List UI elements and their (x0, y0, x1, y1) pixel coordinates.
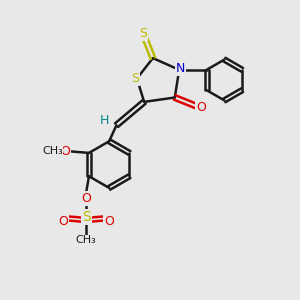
Text: O: O (81, 192, 91, 205)
Text: H: H (100, 114, 110, 127)
Text: CH₃: CH₃ (76, 236, 96, 245)
Text: O: O (60, 145, 70, 158)
Text: CH₃: CH₃ (42, 146, 63, 157)
Text: O: O (58, 215, 68, 228)
Text: O: O (196, 101, 206, 114)
Text: S: S (131, 72, 140, 85)
Text: S: S (139, 27, 147, 40)
Text: N: N (176, 62, 185, 75)
Text: S: S (82, 210, 90, 224)
Text: O: O (104, 215, 114, 228)
